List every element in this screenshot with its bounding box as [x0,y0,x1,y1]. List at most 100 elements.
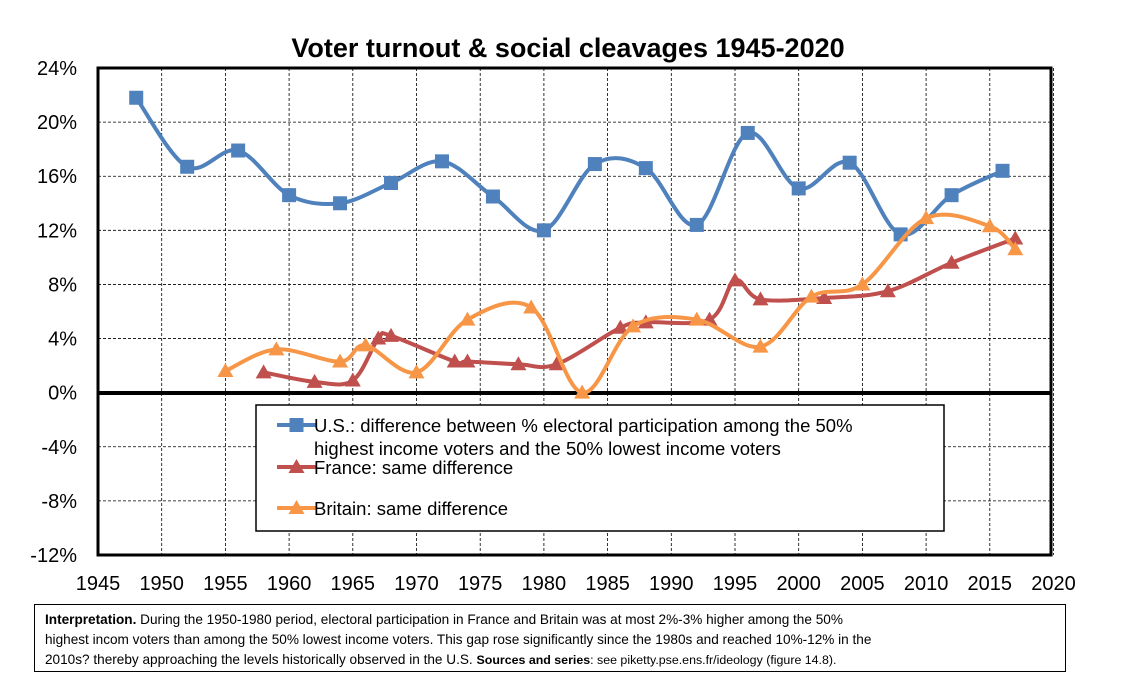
x-tick-label: 2015 [968,573,1013,595]
data-point-france [943,254,960,269]
x-tick-label: 1970 [394,573,439,595]
data-point-france [306,373,323,388]
series-us [129,90,1010,242]
data-point-france [612,319,629,334]
data-point-britain [1007,241,1024,256]
line-chart: Voter turnout & social cleavages 1945-20… [30,33,1076,595]
y-tick-label: 0% [48,383,77,405]
note-line-2: highest incom voters than among the 50% … [45,632,872,647]
x-tick-label: 1985 [585,573,630,595]
data-point-us [333,196,348,211]
data-point-us [485,189,500,204]
data-point-france [816,289,833,304]
data-point-britain [574,384,591,399]
series-line-britain [223,212,1018,395]
data-point-france [752,291,769,306]
data-point-us [384,175,399,190]
legend-label-france: France: same difference [314,457,513,478]
data-point-france [459,353,476,368]
legend-label-britain: Britain: same difference [314,498,508,519]
data-point-france [370,330,387,345]
data-point-france [344,372,361,387]
legend: U.S.: difference between % electoral par… [255,404,945,532]
series-layer [129,90,1024,399]
data-point-france [879,283,896,298]
y-tick-label: 4% [48,329,77,351]
x-tick-label: 1975 [458,573,503,595]
note-sources-text: : see piketty.pse.ens.fr/ideology (figur… [590,653,837,667]
data-point-britain [625,318,642,333]
data-point-britain [357,337,374,352]
legend-box [255,404,945,532]
data-point-france [383,327,400,342]
data-point-us [842,155,857,170]
x-tick-label: 1990 [649,573,694,595]
x-axis-tick-labels: 1945 1950 1955 1960 1965 1970 1975 1980 1985 1990… [76,573,1076,595]
note-lead: Interpretation. [45,612,137,627]
series-britain [217,210,1024,399]
note-line-3: 2010s? thereby approaching the levels hi… [45,652,477,667]
data-point-france [255,364,272,379]
chart-title: Voter turnout & social cleavages 1945-20… [291,33,844,63]
series-france [255,230,1024,388]
data-point-britain [803,288,820,303]
data-point-britain [854,276,871,291]
x-tick-label: 1965 [331,573,376,595]
data-point-us [282,188,297,203]
x-tick-label: 2005 [840,573,885,595]
legend-marker-us [289,418,304,432]
series-line-france [261,236,1018,387]
data-point-us [740,125,755,140]
data-point-britain [918,210,935,225]
data-point-us [129,90,144,105]
x-tick-label: 1955 [203,573,248,595]
data-point-us [995,163,1010,178]
legend-marker-britain [288,500,305,514]
x-tick-label: 1945 [76,573,121,595]
y-axis-tick-labels: -12% -8% -4% 0% 4% 8% 12% 16% 20% 24% [30,58,77,567]
legend-label-us: U.S.: difference between % electoral par… [314,415,853,436]
data-point-britain [981,218,998,233]
note-line-1: During the 1950-1980 period, electoral p… [136,612,843,627]
data-point-us [944,188,959,203]
data-point-britain [688,311,705,326]
data-point-us [638,161,653,176]
y-tick-label: 20% [37,112,77,134]
y-tick-label: 12% [37,220,77,242]
legend-marker-france [288,459,305,473]
data-point-us [536,223,551,238]
data-point-us [587,157,602,172]
data-point-us [180,159,195,174]
note-sources-label: Sources and series [476,653,591,667]
y-tick-label: -4% [41,437,77,459]
legend-label-us: highest income voters and the 50% lowest… [314,438,781,459]
data-point-us [791,181,806,196]
data-point-britain [332,353,349,368]
data-point-us [231,143,246,158]
x-tick-label: 2000 [776,573,821,595]
data-point-britain [408,364,425,379]
x-tick-label: 1980 [522,573,567,595]
data-point-france [727,272,743,287]
y-tick-label: 16% [37,166,77,188]
data-point-britain [752,338,769,353]
data-point-france [446,353,463,368]
data-point-france [548,356,565,371]
interpretation-note: Interpretation. During the 1950-1980 per… [34,604,1066,672]
data-point-france [510,356,527,371]
x-tick-label: 1960 [267,573,312,595]
x-tick-label: 1950 [139,573,184,595]
data-point-us [689,217,704,232]
y-tick-label: -12% [30,545,77,567]
data-point-britain [217,363,234,378]
x-tick-label: 1995 [713,573,758,595]
series-line-us [134,95,1005,237]
data-point-britain [459,311,476,326]
data-point-france [1007,230,1024,245]
y-tick-label: -8% [41,491,77,513]
x-tick-label: 2010 [904,573,949,595]
data-point-britain [523,299,540,314]
y-tick-label: 8% [48,274,77,296]
data-point-us [434,154,449,169]
y-tick-label: 24% [37,58,77,80]
